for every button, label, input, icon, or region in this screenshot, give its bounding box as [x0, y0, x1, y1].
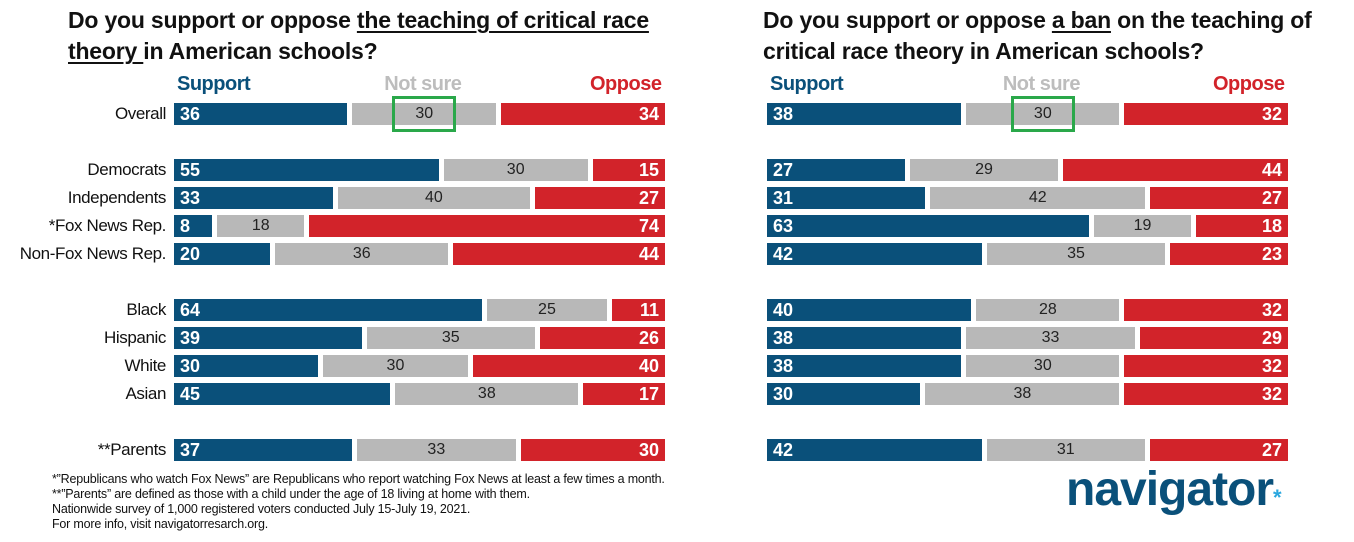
category-label: Independents [67, 188, 167, 207]
not-sure-bar: 18 [217, 215, 305, 237]
category-label: *Fox News Rep. [48, 216, 167, 235]
oppose-bar: 23 [1170, 243, 1288, 265]
title-underlined: the teaching of critical race theory [68, 7, 649, 64]
legend-oppose: Oppose [590, 73, 662, 95]
category-label: Overall [114, 104, 166, 123]
category-label: Hispanic [104, 328, 166, 347]
support-bar: 45 [174, 383, 391, 405]
not-sure-bar: 38 [395, 383, 579, 405]
oppose-bar: 32 [1124, 103, 1288, 125]
legend-support: Support [177, 73, 251, 95]
oppose-bar: 15 [592, 159, 665, 181]
navigator-logo: navigator* [1066, 463, 1282, 516]
oppose-bar: 44 [1063, 159, 1288, 181]
footnote: For more info, visit navigatorresarch.or… [52, 517, 268, 531]
category-label: Asian [125, 384, 166, 403]
category-label: White [124, 356, 167, 375]
support-bar: 63 [767, 215, 1089, 237]
legend-not-sure: Not sure [1002, 73, 1081, 95]
oppose-bar: 29 [1139, 327, 1288, 349]
support-bar: 38 [767, 355, 962, 377]
oppose-bar: 32 [1124, 355, 1288, 377]
chart-title: Do you support or oppose a ban on the te… [763, 5, 1353, 67]
oppose-bar: 34 [501, 103, 665, 125]
oppose-bar: 40 [472, 355, 665, 377]
not-sure-bar: 25 [486, 299, 608, 321]
legend-oppose: Oppose [1213, 73, 1285, 95]
title-text: Do you support or oppose [763, 7, 1052, 33]
legend-not-sure: Not sure [384, 73, 462, 95]
support-bar: 38 [767, 327, 962, 349]
support-bar: 31 [767, 187, 926, 209]
not-sure-bar: 19 [1093, 215, 1191, 237]
oppose-bar: 30 [520, 439, 665, 461]
title-underlined: a ban [1051, 7, 1111, 33]
oppose-bar: 27 [535, 187, 665, 209]
not-sure-bar: 42 [930, 187, 1146, 209]
category-label: Black [126, 300, 166, 319]
title-text: Do you support or oppose [68, 7, 357, 33]
support-bar: 55 [174, 159, 439, 181]
not-sure-bar: 30 [966, 355, 1120, 377]
support-bar: 20 [174, 243, 271, 265]
support-bar: 37 [174, 439, 352, 461]
support-bar: 39 [174, 327, 362, 349]
support-bar: 36 [174, 103, 348, 125]
support-bar: 30 [767, 383, 921, 405]
not-sure-bar: 29 [909, 159, 1059, 181]
highlight-box [1010, 96, 1075, 132]
not-sure-bar: 30 [966, 103, 1120, 125]
not-sure-bar: 30 [443, 159, 588, 181]
footnote: Nationwide survey of 1,000 registered vo… [52, 502, 471, 516]
oppose-bar: 27 [1150, 439, 1288, 461]
oppose-bar: 32 [1124, 383, 1288, 405]
oppose-bar: 26 [539, 327, 665, 349]
support-bar: 33 [174, 187, 333, 209]
chart-title: Do you support or oppose the teaching of… [68, 5, 688, 67]
not-sure-bar: 36 [275, 243, 449, 265]
not-sure-bar: 33 [356, 439, 516, 461]
not-sure-bar: 35 [986, 243, 1166, 265]
category-label: **Parents [97, 440, 167, 459]
footnote: *”Republicans who watch Fox News” are Re… [52, 472, 665, 486]
support-bar: 42 [767, 439, 982, 461]
footnotes: *”Republicans who watch Fox News” are Re… [52, 472, 665, 532]
not-sure-bar: 33 [966, 327, 1135, 349]
support-bar: 30 [174, 355, 319, 377]
support-bar: 38 [767, 103, 962, 125]
legend-support: Support [770, 73, 844, 95]
oppose-bar: 17 [583, 383, 665, 405]
category-label: Democrats [87, 160, 166, 179]
oppose-bar: 11 [612, 299, 665, 321]
footnote: **”Parents” are defined as those with a … [52, 487, 530, 501]
not-sure-bar: 31 [986, 439, 1146, 461]
not-sure-bar: 28 [976, 299, 1120, 321]
not-sure-bar: 38 [925, 383, 1120, 405]
support-bar: 64 [174, 299, 482, 321]
title-text: in American schools? [143, 38, 378, 64]
oppose-bar: 32 [1124, 299, 1288, 321]
oppose-bar: 27 [1150, 187, 1288, 209]
category-label: Non-Fox News Rep. [19, 244, 167, 263]
title-text: on the teaching of critical race theory … [763, 7, 1312, 64]
support-bar: 40 [767, 299, 972, 321]
oppose-bar: 18 [1196, 215, 1288, 237]
highlight-box [392, 96, 457, 132]
not-sure-bar: 30 [323, 355, 468, 377]
oppose-bar: 44 [453, 243, 665, 265]
not-sure-bar: 30 [352, 103, 497, 125]
support-bar: 8 [174, 215, 213, 237]
not-sure-bar: 40 [337, 187, 531, 209]
not-sure-bar: 35 [366, 327, 535, 349]
oppose-bar: 74 [309, 215, 665, 237]
support-bar: 42 [767, 243, 982, 265]
support-bar: 27 [767, 159, 905, 181]
